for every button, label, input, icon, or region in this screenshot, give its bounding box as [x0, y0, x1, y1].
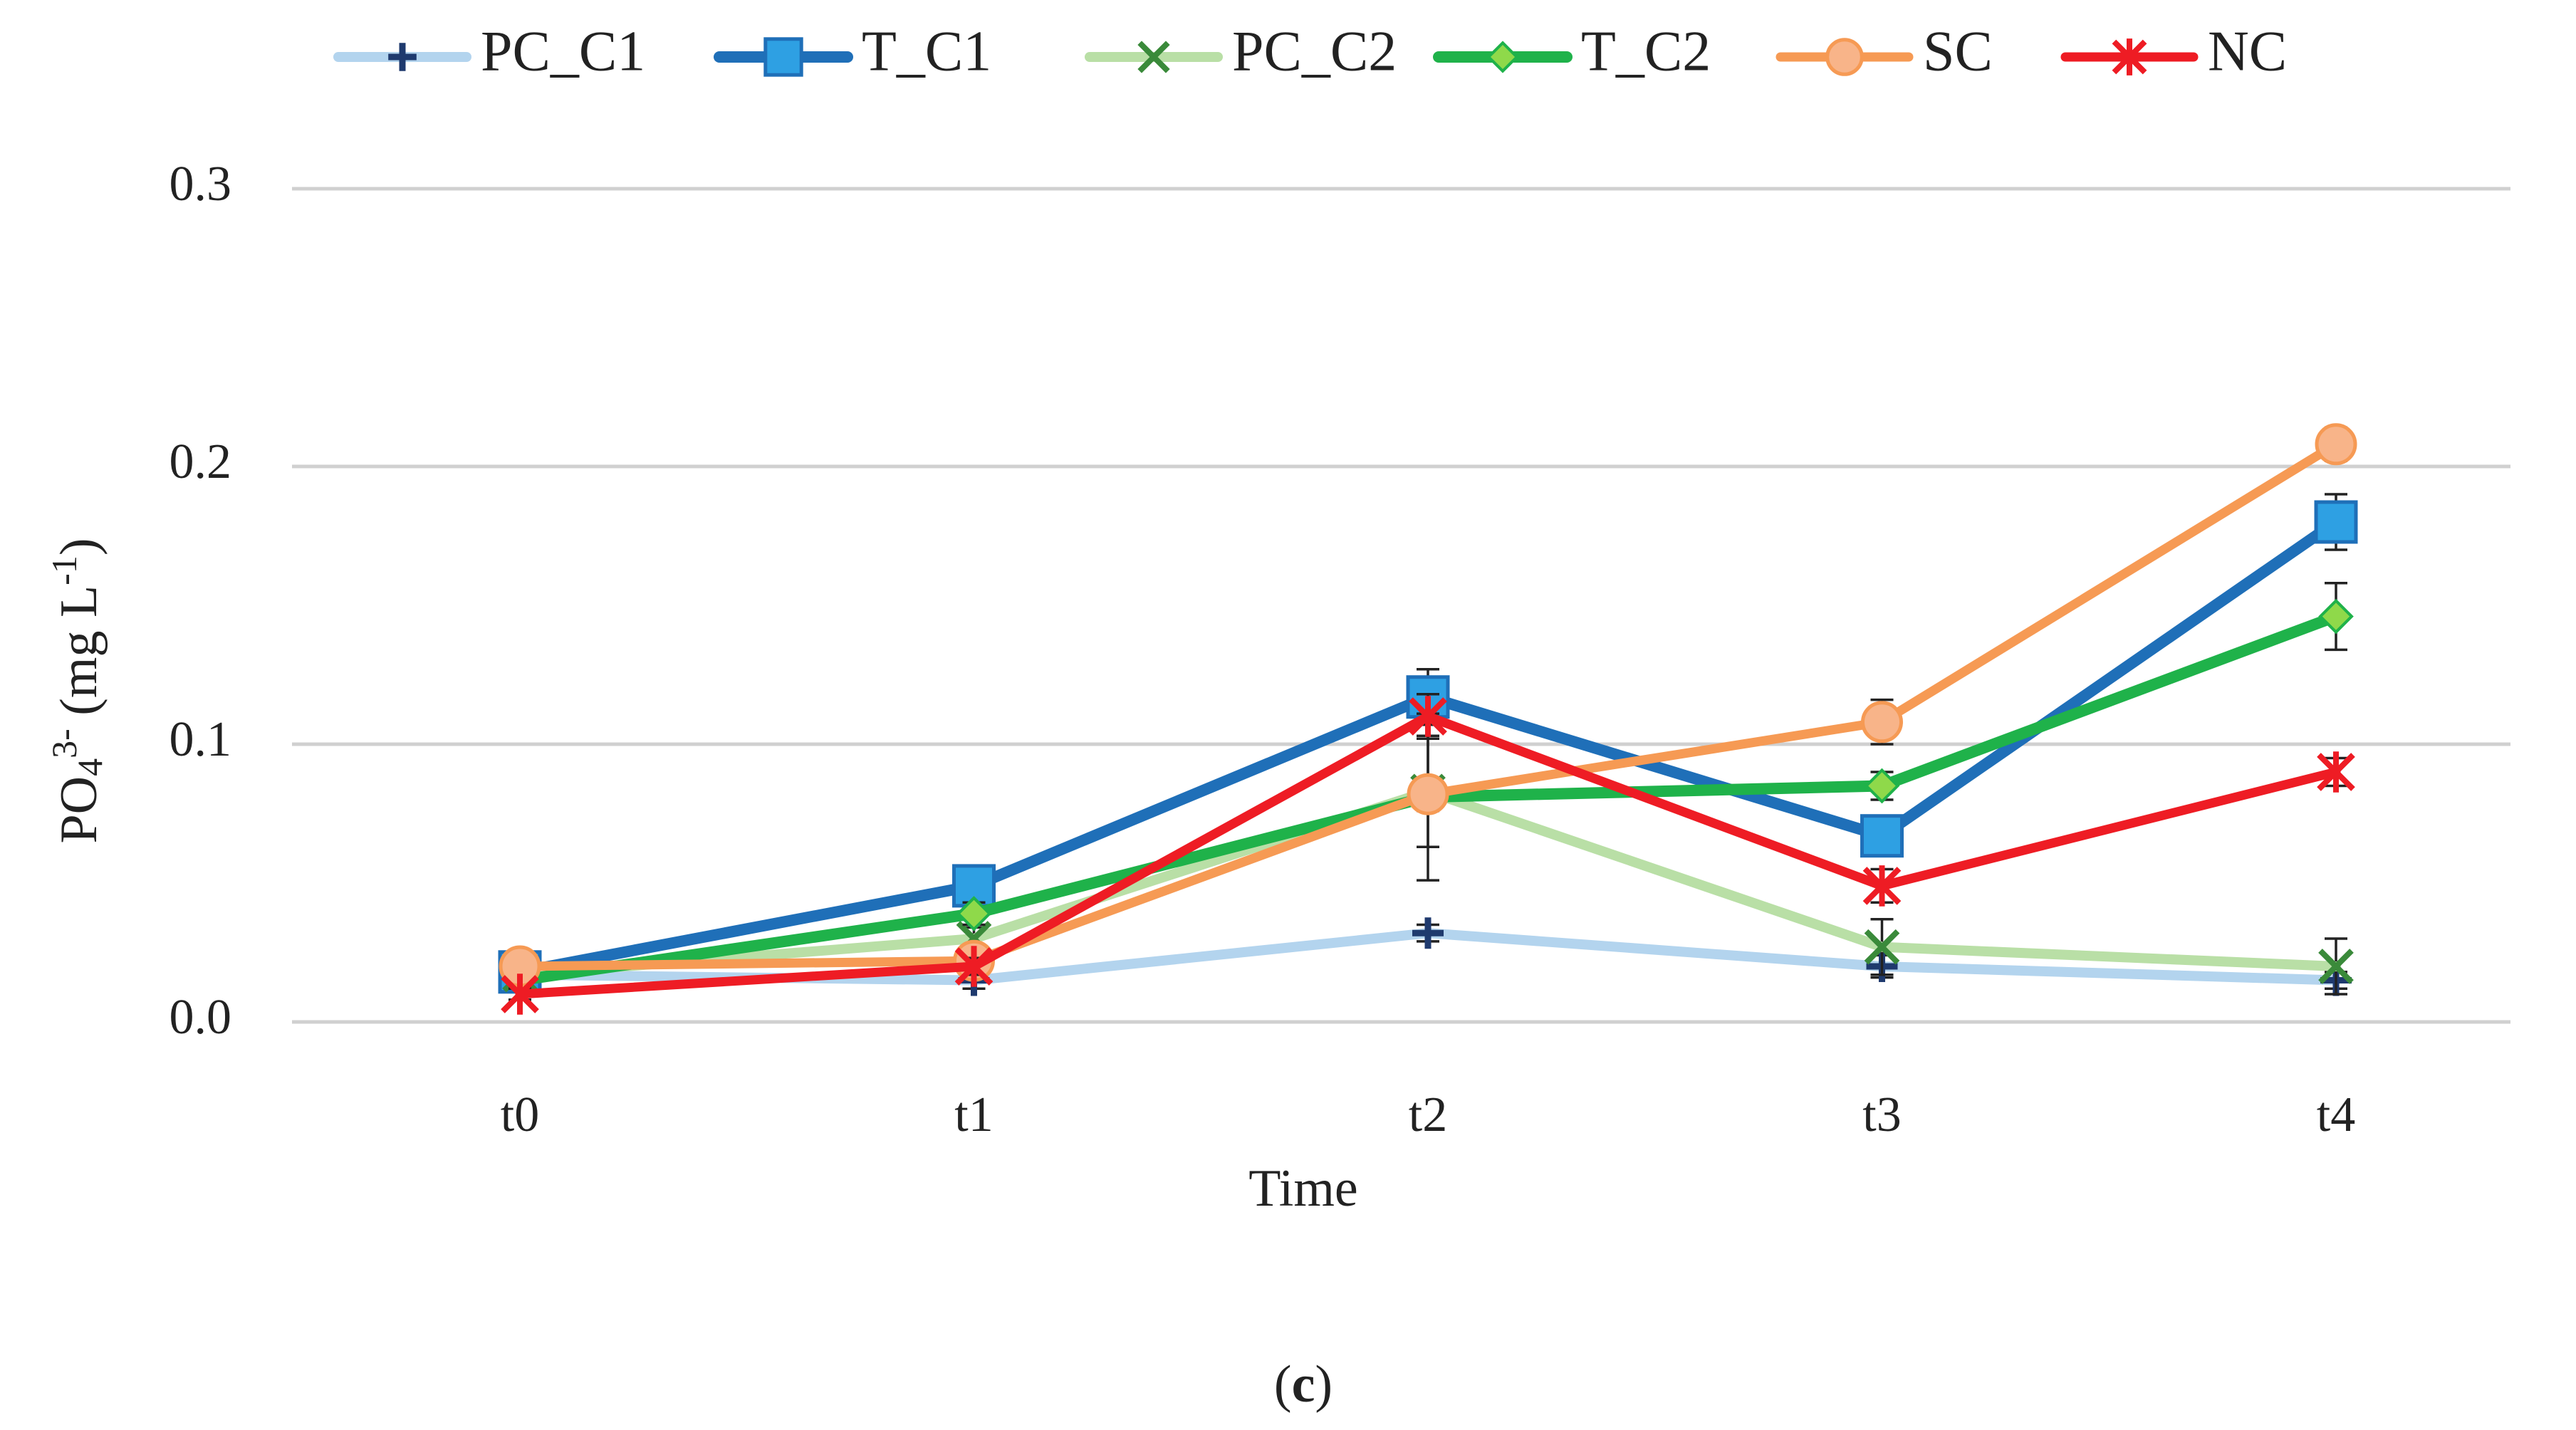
x-tick-t2: t2 [1409, 1087, 1447, 1142]
point-sc-t4 [2315, 423, 2357, 466]
x-tick-labels: t0 t1 t2 t3 t4 [501, 1087, 2355, 1142]
legend-label-nc: NC [2208, 20, 2287, 83]
point-t-c2-t1 [956, 896, 992, 931]
point-t-c2-t4 [2318, 598, 2354, 635]
legend-marker-t-c2 [1486, 41, 1519, 73]
legend-item-pc-c1: PC_C1 [333, 20, 645, 83]
point-t-c1-t4 [2314, 500, 2358, 544]
legend-item-pc-c2: PC_C2 [1085, 20, 1397, 83]
y-tick-0-1: 0.1 [170, 712, 232, 767]
legend-marker-pc-c2 [1137, 41, 1170, 73]
point-pc-c1-t2 [1412, 917, 1444, 949]
legend-item-sc: SC [1775, 20, 1993, 83]
point-sc-t2 [1407, 773, 1449, 815]
x-tick-t0: t0 [501, 1087, 539, 1142]
y-tick-0-0: 0.0 [170, 990, 232, 1045]
legend-label-t-c2: T_C2 [1581, 20, 1711, 83]
legend-label-pc-c2: PC_C2 [1232, 20, 1397, 83]
legend-label-pc-c1: PC_C1 [481, 20, 645, 83]
legend-item-nc: NC [2060, 20, 2287, 83]
legend-marker-nc [2112, 38, 2147, 75]
x-axis-title: Time [1248, 1159, 1358, 1218]
point-nc-t0 [501, 974, 539, 1015]
point-nc-t3 [1862, 865, 1902, 907]
plot-area [498, 423, 2358, 1015]
point-nc-t2 [1409, 696, 1447, 737]
x-tick-t1: t1 [954, 1087, 993, 1142]
series-nc [501, 693, 2355, 1015]
legend-label-sc: SC [1923, 20, 1993, 83]
legend-item-t-c1: T_C1 [714, 20, 991, 83]
point-nc-t4 [2317, 751, 2355, 793]
point-nc-t1 [954, 946, 994, 987]
point-t-c1-t3 [1860, 814, 1904, 858]
legend: PC_C1 T_C1 PC_C2 T_C2 SC NC [333, 20, 2287, 83]
legend-marker-pc-c1 [388, 43, 417, 71]
y-tick-labels: 0.0 0.1 0.2 0.3 [170, 157, 232, 1045]
point-pc-c2-t4 [2318, 949, 2354, 984]
legend-label-t-c1: T_C1 [862, 20, 991, 83]
y-axis-title: PO43- (mg L-1) [44, 538, 110, 844]
point-sc-t3 [1861, 701, 1903, 743]
legend-marker-sc [1825, 38, 1864, 76]
panel-caption: (c) [1274, 1355, 1333, 1414]
legend-marker-t-c1 [763, 37, 803, 77]
point-t-c2-t3 [1864, 768, 1900, 804]
gridlines [292, 187, 2510, 1024]
y-tick-0-3: 0.3 [170, 157, 232, 212]
point-pc-c2-t3 [1864, 929, 1900, 965]
x-tick-t3: t3 [1862, 1087, 1901, 1142]
legend-item-t-c2: T_C2 [1433, 20, 1711, 83]
x-tick-t4: t4 [2317, 1087, 2355, 1142]
y-tick-0-2: 0.2 [170, 434, 232, 489]
